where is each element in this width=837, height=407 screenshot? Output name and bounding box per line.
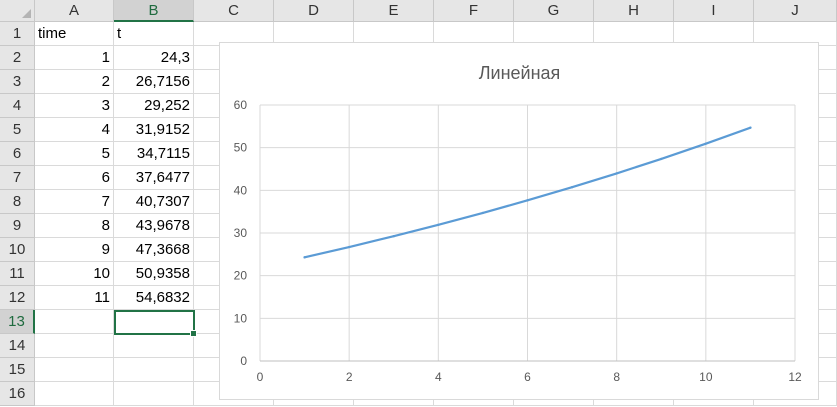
x-tick-label-10: 10 bbox=[699, 370, 713, 384]
cell-b9[interactable]: 43,9678 bbox=[114, 214, 194, 238]
chart-area[interactable]: Линейная 0 10 20 30 40 50 60 0 2 4 6 8 10 12 bbox=[219, 42, 819, 400]
cell-b15[interactable] bbox=[114, 358, 194, 382]
column-header-j[interactable]: J bbox=[754, 0, 837, 22]
data-point-0-9 bbox=[704, 142, 708, 145]
data-point-0-5 bbox=[526, 199, 529, 202]
cell-a16[interactable] bbox=[35, 382, 114, 406]
column-header-d[interactable]: D bbox=[274, 0, 354, 22]
y-tick-label-10: 10 bbox=[234, 311, 248, 325]
cell-b6[interactable]: 34,7115 bbox=[114, 142, 194, 166]
row-header-8[interactable]: 8 bbox=[0, 190, 35, 214]
cell-a15[interactable] bbox=[35, 358, 114, 382]
row-header-15[interactable]: 15 bbox=[0, 358, 35, 382]
line-chart: Линейная 0 10 20 30 40 50 60 0 2 4 6 8 10 12 bbox=[234, 63, 802, 384]
column-header-c[interactable]: C bbox=[194, 0, 274, 22]
row-header-6[interactable]: 6 bbox=[0, 142, 35, 166]
row-header-9[interactable]: 9 bbox=[0, 214, 35, 238]
data-point-0-3 bbox=[437, 223, 440, 227]
column-header-i[interactable]: I bbox=[674, 0, 754, 22]
cell-a3[interactable]: 2 bbox=[35, 70, 114, 94]
cell-b8[interactable]: 40,7307 bbox=[114, 190, 194, 214]
cell-a14[interactable] bbox=[35, 334, 114, 358]
chart-title: Линейная bbox=[479, 63, 561, 83]
cell-b1[interactable]: t bbox=[114, 22, 194, 46]
cell-a6[interactable]: 5 bbox=[35, 142, 114, 166]
x-tick-label-8: 8 bbox=[613, 370, 620, 384]
y-tick-label-30: 30 bbox=[234, 226, 248, 240]
cell-a13[interactable] bbox=[35, 310, 114, 334]
column-header-e[interactable]: E bbox=[354, 0, 434, 22]
cell-a10[interactable]: 9 bbox=[35, 238, 114, 262]
data-point-0-8 bbox=[660, 157, 663, 161]
x-tick-label-2: 2 bbox=[346, 370, 353, 384]
y-tick-label-0: 0 bbox=[240, 354, 247, 368]
cell-b5[interactable]: 31,9152 bbox=[114, 118, 194, 142]
row-header-4[interactable]: 4 bbox=[0, 94, 35, 118]
column-header-a[interactable]: A bbox=[35, 0, 114, 22]
data-point-0-0 bbox=[303, 256, 306, 259]
fill-handle[interactable] bbox=[190, 330, 197, 337]
cell-b2[interactable]: 24,3 bbox=[114, 46, 194, 70]
data-point-0-4 bbox=[481, 211, 485, 215]
column-header-b[interactable]: B bbox=[114, 0, 194, 22]
x-tick-label-6: 6 bbox=[524, 370, 531, 384]
row-header-11[interactable]: 11 bbox=[0, 262, 35, 286]
data-point-0-6 bbox=[570, 186, 574, 189]
row-header-5[interactable]: 5 bbox=[0, 118, 35, 142]
y-tick-label-50: 50 bbox=[234, 141, 248, 155]
data-point-0-10 bbox=[749, 126, 752, 129]
cell-a4[interactable]: 3 bbox=[35, 94, 114, 118]
row-header-13[interactable]: 13 bbox=[0, 310, 35, 334]
column-header-g[interactable]: G bbox=[514, 0, 594, 22]
row-header-14[interactable]: 14 bbox=[0, 334, 35, 358]
select-all-corner[interactable] bbox=[0, 0, 35, 22]
y-tick-label-60: 60 bbox=[234, 98, 248, 112]
row-header-12[interactable]: 12 bbox=[0, 286, 35, 310]
active-cell-b13[interactable] bbox=[114, 310, 197, 337]
data-point-0-7 bbox=[615, 172, 618, 175]
x-tick-label-0: 0 bbox=[257, 370, 264, 384]
column-header-f[interactable]: F bbox=[434, 0, 514, 22]
cell-a7[interactable]: 6 bbox=[35, 166, 114, 190]
row-header-2[interactable]: 2 bbox=[0, 46, 35, 70]
row-header-10[interactable]: 10 bbox=[0, 238, 35, 262]
cell-a5[interactable]: 4 bbox=[35, 118, 114, 142]
data-point-0-1 bbox=[347, 245, 351, 249]
y-tick-label-20: 20 bbox=[234, 269, 248, 283]
x-tick-label-4: 4 bbox=[435, 370, 442, 384]
row-header-7[interactable]: 7 bbox=[0, 166, 35, 190]
cell-b3[interactable]: 26,7156 bbox=[114, 70, 194, 94]
data-point-0-2 bbox=[392, 234, 395, 238]
cell-b12[interactable]: 54,6832 bbox=[114, 286, 194, 310]
cell-b4[interactable]: 29,252 bbox=[114, 94, 194, 118]
cell-a8[interactable]: 7 bbox=[35, 190, 114, 214]
cell-b7[interactable]: 37,6477 bbox=[114, 166, 194, 190]
cell-b11[interactable]: 50,9358 bbox=[114, 262, 194, 286]
row-header-16[interactable]: 16 bbox=[0, 382, 35, 406]
cell-b16[interactable] bbox=[114, 382, 194, 406]
row-header-3[interactable]: 3 bbox=[0, 70, 35, 94]
cell-a1[interactable]: time bbox=[35, 22, 114, 46]
select-all-triangle-icon bbox=[22, 9, 31, 18]
cell-a9[interactable]: 8 bbox=[35, 214, 114, 238]
cell-a2[interactable]: 1 bbox=[35, 46, 114, 70]
cell-a12[interactable]: 11 bbox=[35, 286, 114, 310]
row-header-1[interactable]: 1 bbox=[0, 22, 35, 46]
column-header-h[interactable]: H bbox=[594, 0, 674, 22]
cell-a11[interactable]: 10 bbox=[35, 262, 114, 286]
cell-b10[interactable]: 47,3668 bbox=[114, 238, 194, 262]
cell-b14[interactable] bbox=[114, 334, 194, 358]
y-tick-label-40: 40 bbox=[234, 183, 248, 197]
x-tick-label-12: 12 bbox=[788, 370, 802, 384]
